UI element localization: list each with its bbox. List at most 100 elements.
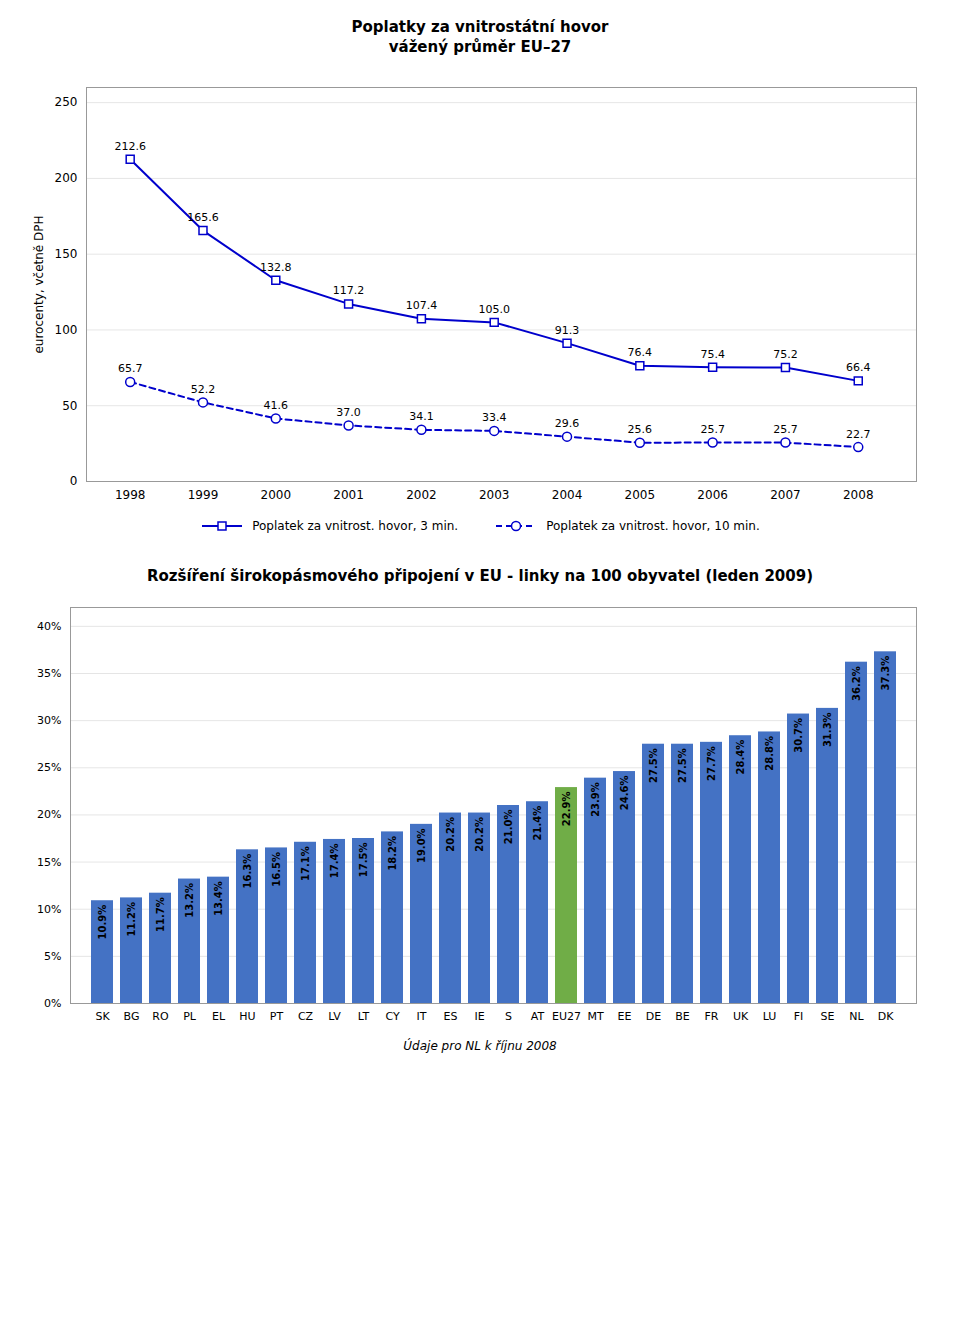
svg-text:CY: CY [385, 1010, 399, 1023]
svg-text:LV: LV [328, 1010, 341, 1023]
svg-text:13.2%: 13.2% [184, 883, 195, 918]
svg-text:2003: 2003 [479, 488, 510, 502]
svg-text:132.8: 132.8 [260, 261, 292, 274]
svg-text:27.5%: 27.5% [677, 748, 688, 783]
svg-text:117.2: 117.2 [333, 284, 365, 297]
svg-text:250: 250 [55, 95, 78, 109]
svg-text:HU: HU [239, 1010, 255, 1023]
svg-text:FR: FR [705, 1010, 719, 1023]
svg-text:NL: NL [849, 1010, 864, 1023]
svg-text:36.2%: 36.2% [851, 666, 862, 701]
svg-text:IT: IT [417, 1010, 427, 1023]
svg-text:AT: AT [531, 1010, 545, 1023]
svg-text:165.6: 165.6 [187, 211, 219, 224]
svg-text:10%: 10% [37, 902, 61, 915]
svg-text:EU27: EU27 [552, 1010, 581, 1023]
svg-text:37.3%: 37.3% [880, 655, 891, 690]
svg-text:17.4%: 17.4% [329, 843, 340, 878]
svg-text:20.2%: 20.2% [474, 817, 485, 852]
svg-text:DE: DE [646, 1010, 661, 1023]
svg-text:107.4: 107.4 [406, 299, 438, 312]
svg-text:11.7%: 11.7% [155, 897, 166, 932]
svg-text:SK: SK [95, 1010, 110, 1023]
svg-text:eurocenty, včetně DPH: eurocenty, včetně DPH [32, 215, 46, 353]
svg-text:33.4: 33.4 [482, 411, 507, 424]
svg-text:1999: 1999 [188, 488, 219, 502]
svg-text:EL: EL [212, 1010, 226, 1023]
svg-text:21.4%: 21.4% [532, 805, 543, 840]
svg-text:LT: LT [358, 1010, 370, 1023]
svg-text:CZ: CZ [298, 1010, 314, 1023]
svg-text:35%: 35% [37, 667, 61, 680]
svg-text:29.6: 29.6 [555, 417, 580, 430]
svg-text:ES: ES [444, 1010, 458, 1023]
svg-text:PL: PL [183, 1010, 197, 1023]
svg-text:100: 100 [55, 323, 78, 337]
svg-text:22.9%: 22.9% [561, 791, 572, 826]
svg-text:2005: 2005 [625, 488, 656, 502]
svg-text:20.2%: 20.2% [445, 817, 456, 852]
svg-text:40%: 40% [37, 619, 61, 632]
svg-text:2001: 2001 [333, 488, 364, 502]
svg-text:34.1: 34.1 [409, 410, 434, 423]
svg-text:41.6: 41.6 [264, 399, 289, 412]
svg-text:5%: 5% [44, 949, 61, 962]
svg-text:18.2%: 18.2% [387, 835, 398, 870]
svg-text:65.7: 65.7 [118, 362, 142, 375]
svg-text:0: 0 [70, 474, 78, 488]
svg-text:PT: PT [270, 1010, 284, 1023]
svg-text:52.2: 52.2 [191, 383, 216, 396]
svg-text:BG: BG [124, 1010, 140, 1023]
svg-text:66.4: 66.4 [846, 361, 871, 374]
svg-text:22.7: 22.7 [846, 428, 871, 441]
svg-text:SE: SE [821, 1010, 835, 1023]
svg-text:23.9%: 23.9% [590, 782, 601, 817]
svg-text:BE: BE [675, 1010, 690, 1023]
svg-text:13.4%: 13.4% [213, 881, 224, 916]
svg-text:MT: MT [587, 1010, 603, 1023]
svg-text:28.8%: 28.8% [764, 735, 775, 770]
svg-text:24.6%: 24.6% [619, 775, 630, 810]
svg-text:27.7%: 27.7% [706, 746, 717, 781]
svg-text:2006: 2006 [697, 488, 728, 502]
svg-text:17.1%: 17.1% [300, 846, 311, 881]
svg-text:30%: 30% [37, 714, 61, 727]
svg-text:27.5%: 27.5% [648, 748, 659, 783]
svg-text:2002: 2002 [406, 488, 437, 502]
svg-text:2000: 2000 [261, 488, 292, 502]
svg-text:S: S [505, 1010, 512, 1023]
svg-text:15%: 15% [37, 855, 61, 868]
svg-text:25.7: 25.7 [700, 423, 725, 436]
svg-text:20%: 20% [37, 808, 61, 821]
svg-text:150: 150 [55, 247, 78, 261]
svg-text:2004: 2004 [552, 488, 583, 502]
svg-text:30.7%: 30.7% [793, 718, 804, 753]
svg-text:UK: UK [733, 1010, 749, 1023]
svg-text:25.7: 25.7 [773, 423, 798, 436]
svg-text:200: 200 [55, 171, 78, 185]
svg-text:11.2%: 11.2% [126, 901, 137, 936]
svg-text:212.6: 212.6 [114, 140, 145, 153]
svg-text:75.2: 75.2 [773, 348, 798, 361]
svg-text:FI: FI [794, 1010, 804, 1023]
svg-text:25%: 25% [37, 761, 61, 774]
svg-text:91.3: 91.3 [555, 324, 580, 337]
svg-text:DK: DK [878, 1010, 894, 1023]
svg-text:19.0%: 19.0% [416, 828, 427, 863]
svg-text:IE: IE [474, 1010, 484, 1023]
svg-text:LU: LU [763, 1010, 777, 1023]
svg-text:28.4%: 28.4% [735, 739, 746, 774]
svg-text:76.4: 76.4 [628, 346, 653, 359]
svg-text:10.9%: 10.9% [97, 904, 108, 939]
svg-text:75.4: 75.4 [700, 348, 725, 361]
svg-text:16.5%: 16.5% [271, 851, 282, 886]
svg-text:37.0: 37.0 [336, 406, 361, 419]
svg-text:EE: EE [618, 1010, 632, 1023]
svg-text:31.3%: 31.3% [822, 712, 833, 747]
svg-text:0%: 0% [44, 997, 61, 1010]
svg-text:1998: 1998 [115, 488, 146, 502]
svg-text:21.0%: 21.0% [503, 809, 514, 844]
svg-text:50: 50 [62, 399, 77, 413]
svg-text:2007: 2007 [770, 488, 801, 502]
svg-text:2008: 2008 [843, 488, 874, 502]
